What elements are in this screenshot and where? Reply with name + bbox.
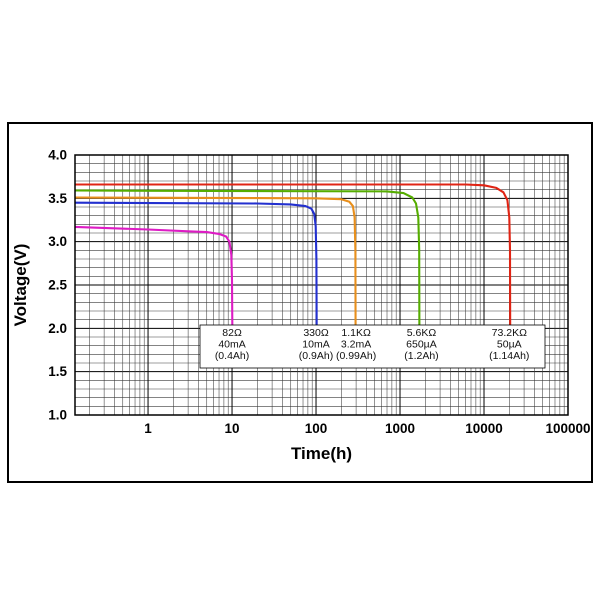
x-tick-label: 100 [305, 421, 328, 436]
series-annotation-line: (0.4Ah) [215, 350, 249, 362]
y-tick-label: 3.5 [48, 191, 67, 206]
series-annotation-line: (0.9Ah) [299, 350, 333, 362]
x-tick-label: 10 [225, 421, 240, 436]
discharge-curve [75, 189, 421, 338]
y-axis-title: Voltage(V) [11, 244, 30, 327]
series-annotation-line: 1.1KΩ [341, 327, 371, 339]
series-annotation-line: 40mA [218, 339, 245, 351]
series-annotation-line: (1.2Ah) [404, 350, 438, 362]
annotation-box [199, 324, 546, 369]
y-tick-label: 1.5 [48, 364, 67, 379]
y-tick-label: 4.0 [48, 148, 67, 163]
discharge-curve [75, 225, 234, 338]
x-tick-label: 1000 [385, 421, 415, 436]
series-annotation-line: 82Ω [222, 327, 242, 339]
series-annotation-line: (0.99Ah) [336, 350, 376, 362]
y-tick-label: 1.0 [48, 408, 67, 423]
y-tick-label: 2.0 [48, 321, 67, 336]
discharge-curve [75, 201, 318, 338]
series-annotation-line: 650µA [406, 339, 437, 351]
series-annotation-line: 10mA [302, 339, 329, 351]
series-annotation-line: 330Ω [303, 327, 329, 339]
x-axis-title: Time(h) [291, 444, 352, 463]
plot-border [74, 154, 569, 416]
series-annotation-line: 73.2KΩ [492, 327, 527, 339]
series-annotation-line: (1.14Ah) [489, 350, 529, 362]
x-tick-label: 100000 [545, 421, 590, 436]
y-tick-label: 3.0 [48, 234, 67, 249]
discharge-curve [75, 196, 357, 338]
x-tick-label: 10000 [465, 421, 503, 436]
series-curves [75, 183, 512, 338]
series-annotation-line: 50µA [497, 339, 522, 351]
series-annotation-line: 5.6KΩ [407, 327, 437, 339]
discharge-curve [75, 183, 512, 338]
y-tick-label: 2.5 [48, 278, 67, 293]
series-annotation-line: 3.2mA [341, 339, 371, 351]
x-tick-label: 1 [144, 421, 152, 436]
